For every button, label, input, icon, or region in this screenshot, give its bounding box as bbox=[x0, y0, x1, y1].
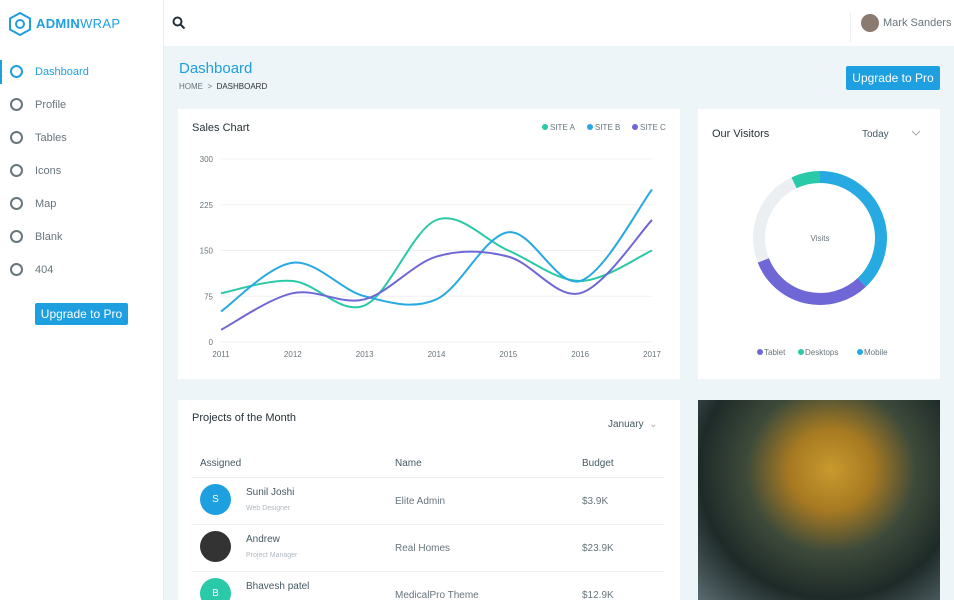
donut-segment bbox=[819, 171, 887, 287]
page-title: Dashboard bbox=[179, 60, 253, 77]
center-label: Visits bbox=[811, 234, 830, 243]
avatar: S bbox=[200, 484, 231, 515]
row-divider bbox=[192, 477, 664, 478]
legend-dot bbox=[757, 349, 763, 355]
user-name[interactable]: Mark Sanders bbox=[883, 17, 952, 29]
nav-item[interactable]: Map bbox=[35, 198, 57, 210]
y-tick-label: 0 bbox=[209, 338, 214, 347]
y-tick-label: 150 bbox=[200, 247, 214, 256]
user-avatar[interactable] bbox=[861, 14, 879, 32]
brand-light: WRAP bbox=[80, 16, 121, 31]
nav-item[interactable]: Icons bbox=[35, 165, 62, 177]
x-tick-label: 2013 bbox=[356, 350, 374, 359]
column-header: Assigned bbox=[200, 458, 242, 469]
x-tick-label: 2015 bbox=[499, 350, 517, 359]
budget: $23.9K bbox=[582, 543, 614, 554]
legend-dot bbox=[542, 124, 548, 130]
logo bbox=[9, 12, 31, 36]
project-name: Elite Admin bbox=[395, 496, 446, 507]
nav-item[interactable]: 404 bbox=[35, 264, 54, 276]
avatar bbox=[200, 531, 231, 562]
visitors-chart: Our Visitors Today Visits Tablet Desktops Mob… bbox=[698, 109, 940, 379]
person-role: Project Manager bbox=[246, 552, 298, 559]
nav-icon bbox=[10, 98, 23, 111]
x-tick-label: 2011 bbox=[212, 350, 230, 359]
card-title: Projects of the Month bbox=[192, 412, 296, 424]
nav-icon bbox=[10, 263, 23, 276]
budget: $3.9K bbox=[582, 496, 609, 507]
nav-icon bbox=[10, 65, 23, 78]
nav-item[interactable]: Profile bbox=[35, 99, 67, 111]
legend-label: Desktops bbox=[805, 348, 838, 357]
chart-title: Our Visitors bbox=[712, 128, 770, 140]
y-tick-label: 75 bbox=[204, 292, 213, 301]
y-tick-label: 225 bbox=[200, 201, 214, 210]
nav-item[interactable]: Tables bbox=[35, 132, 67, 144]
person-name: Bhavesh patel bbox=[246, 581, 310, 592]
crumb: DASHBOARD bbox=[216, 82, 268, 91]
chevron bbox=[911, 130, 921, 136]
x-tick-label: 2016 bbox=[571, 350, 589, 359]
series-line bbox=[220, 219, 653, 331]
crab-photo bbox=[698, 400, 940, 600]
brand-bold: ADMIN bbox=[36, 16, 81, 31]
y-tick-label: 300 bbox=[200, 155, 214, 164]
person-role: Web Designer bbox=[246, 505, 291, 512]
crumb[interactable]: HOME bbox=[179, 82, 203, 91]
avatar: B bbox=[200, 578, 231, 600]
topbar: Mark Sanders bbox=[164, 0, 954, 46]
donut-segment bbox=[757, 258, 866, 305]
search-icon[interactable] bbox=[172, 16, 186, 30]
upgrade-button[interactable]: Upgrade to Pro bbox=[846, 66, 940, 90]
nav-item[interactable]: Blank bbox=[35, 231, 63, 243]
person-name: Sunil Joshi bbox=[246, 487, 295, 498]
nav-item[interactable]: Dashboard bbox=[35, 66, 89, 78]
sales-chart: Sales Chart 0 75 150 225 300 2011 2012 2013 2014 2… bbox=[178, 109, 680, 379]
person-name: Andrew bbox=[246, 534, 280, 545]
nav-icon bbox=[10, 230, 23, 243]
month-select[interactable]: January ⌄ bbox=[608, 419, 658, 430]
legend-label: SITE B bbox=[595, 123, 620, 132]
breadcrumb: HOME > DASHBOARD bbox=[179, 82, 268, 91]
legend-label: Tablet bbox=[764, 348, 786, 357]
row-divider bbox=[192, 571, 664, 572]
period-select[interactable]: Today bbox=[862, 129, 889, 140]
project-name: Real Homes bbox=[395, 543, 451, 554]
nav-icon bbox=[10, 164, 23, 177]
x-tick-label: 2017 bbox=[643, 350, 661, 359]
active-marker bbox=[0, 60, 2, 84]
month-value[interactable]: January bbox=[608, 419, 644, 430]
column-header: Budget bbox=[582, 458, 614, 469]
column-header: Name bbox=[395, 458, 422, 469]
legend-dot bbox=[632, 124, 638, 130]
legend-label: SITE C bbox=[640, 123, 666, 132]
nav-icon bbox=[10, 197, 23, 210]
row-divider bbox=[192, 524, 664, 525]
donut-segment bbox=[791, 171, 821, 189]
legend-label: SITE A bbox=[550, 123, 576, 132]
legend-dot bbox=[857, 349, 863, 355]
x-tick-label: 2014 bbox=[428, 350, 446, 359]
legend-dot bbox=[587, 124, 593, 130]
x-tick-label: 2012 bbox=[284, 350, 302, 359]
upgrade-button[interactable]: Upgrade to Pro bbox=[35, 303, 128, 325]
series-line bbox=[220, 217, 653, 309]
budget: $12.9K bbox=[582, 590, 614, 600]
series-line bbox=[220, 188, 653, 313]
legend-dot bbox=[798, 349, 804, 355]
project-name: MedicalPro Theme bbox=[395, 590, 479, 600]
chart-title: Sales Chart bbox=[192, 122, 249, 134]
sidebar: ADMINWRAP Dashboard Profile Tables Icons Map… bbox=[0, 0, 164, 600]
legend-label: Mobile bbox=[864, 348, 888, 357]
nav-icon bbox=[10, 131, 23, 144]
projects-card: Projects of the Month January ⌄ Assigned… bbox=[178, 400, 680, 600]
